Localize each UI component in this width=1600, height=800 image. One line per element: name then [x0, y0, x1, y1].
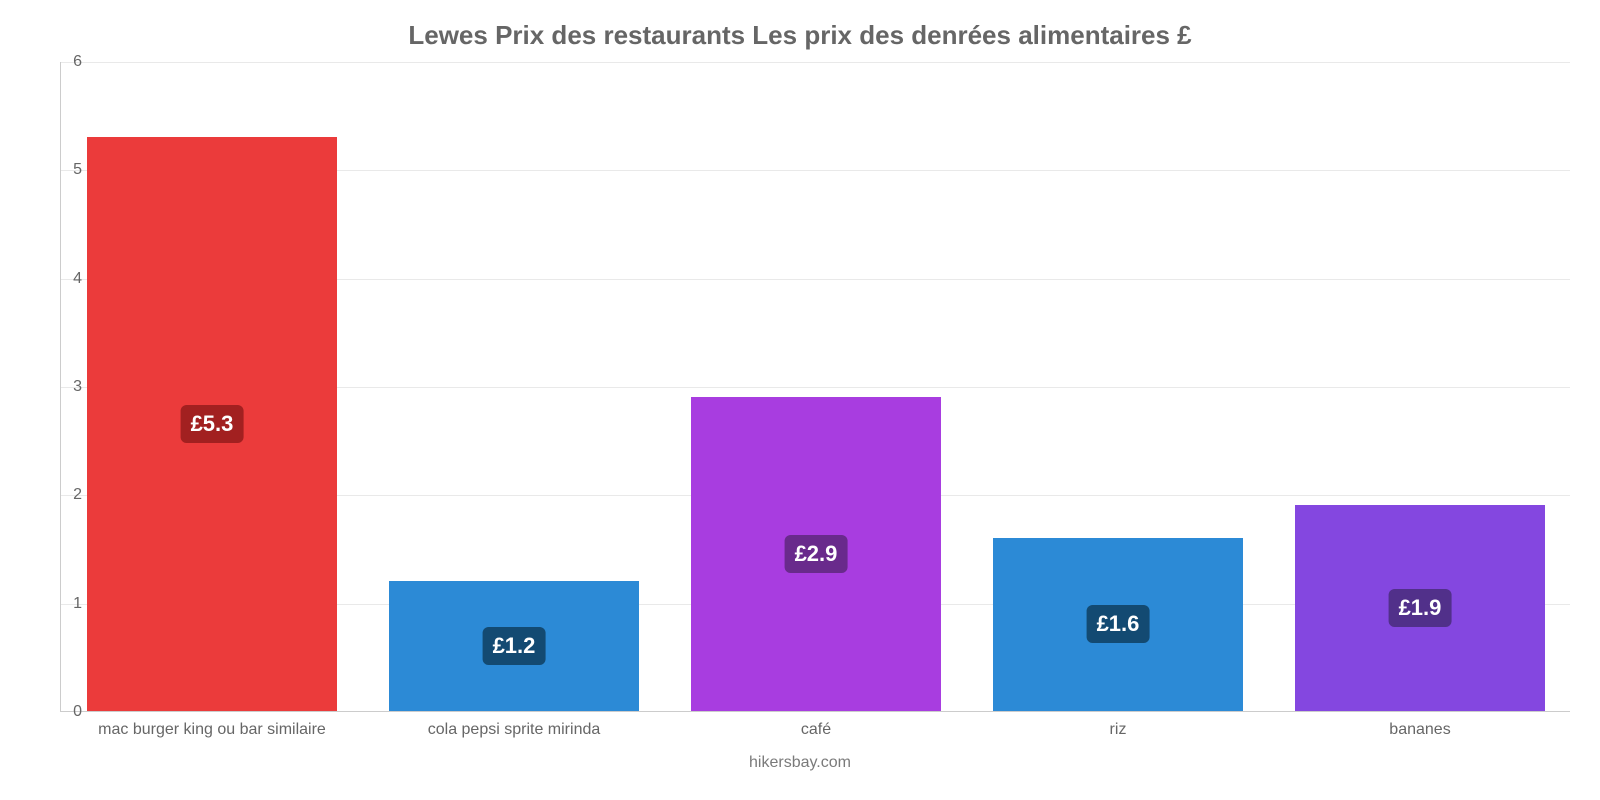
- bar: £5.3: [87, 137, 338, 711]
- x-tick-label: bananes: [1389, 721, 1450, 739]
- bar-slot: £5.3mac burger king ou bar similaire: [61, 62, 363, 711]
- bar-slot: £1.9bananes: [1269, 62, 1571, 711]
- bar-value-label: £1.9: [1389, 589, 1452, 627]
- bar-value-label-wrap: £5.3: [181, 405, 244, 443]
- chart-container: Lewes Prix des restaurants Les prix des …: [0, 0, 1600, 800]
- bar-slot: £1.2cola pepsi sprite mirinda: [363, 62, 665, 711]
- x-tick-label: riz: [1110, 721, 1127, 739]
- bars-layer: £5.3mac burger king ou bar similaire£1.2…: [61, 62, 1570, 711]
- y-tick-label: 6: [52, 53, 82, 71]
- bar: £1.2: [389, 581, 640, 711]
- attribution-text: hikersbay.com: [0, 754, 1600, 772]
- plot-area: £5.3mac burger king ou bar similaire£1.2…: [60, 62, 1570, 712]
- bar-slot: £1.6riz: [967, 62, 1269, 711]
- bar-value-label-wrap: £1.2: [483, 627, 546, 665]
- x-tick-label: cola pepsi sprite mirinda: [428, 721, 601, 739]
- bar-slot: £2.9café: [665, 62, 967, 711]
- chart-title: Lewes Prix des restaurants Les prix des …: [0, 20, 1600, 51]
- bar-value-label: £1.6: [1087, 605, 1150, 643]
- bar: £1.9: [1295, 505, 1546, 711]
- y-tick-label: 0: [52, 703, 82, 721]
- bar-value-label-wrap: £1.9: [1389, 589, 1452, 627]
- y-tick-label: 5: [52, 161, 82, 179]
- x-tick-label: café: [801, 721, 831, 739]
- y-tick-label: 4: [52, 270, 82, 288]
- bar-value-label-wrap: £2.9: [785, 535, 848, 573]
- y-tick-label: 1: [52, 595, 82, 613]
- y-tick-label: 3: [52, 378, 82, 396]
- bar-value-label: £2.9: [785, 535, 848, 573]
- bar-value-label: £5.3: [181, 405, 244, 443]
- bar-value-label-wrap: £1.6: [1087, 605, 1150, 643]
- x-tick-label: mac burger king ou bar similaire: [98, 721, 326, 739]
- y-tick-label: 2: [52, 486, 82, 504]
- bar: £1.6: [993, 538, 1244, 711]
- bar: £2.9: [691, 397, 942, 711]
- bar-value-label: £1.2: [483, 627, 546, 665]
